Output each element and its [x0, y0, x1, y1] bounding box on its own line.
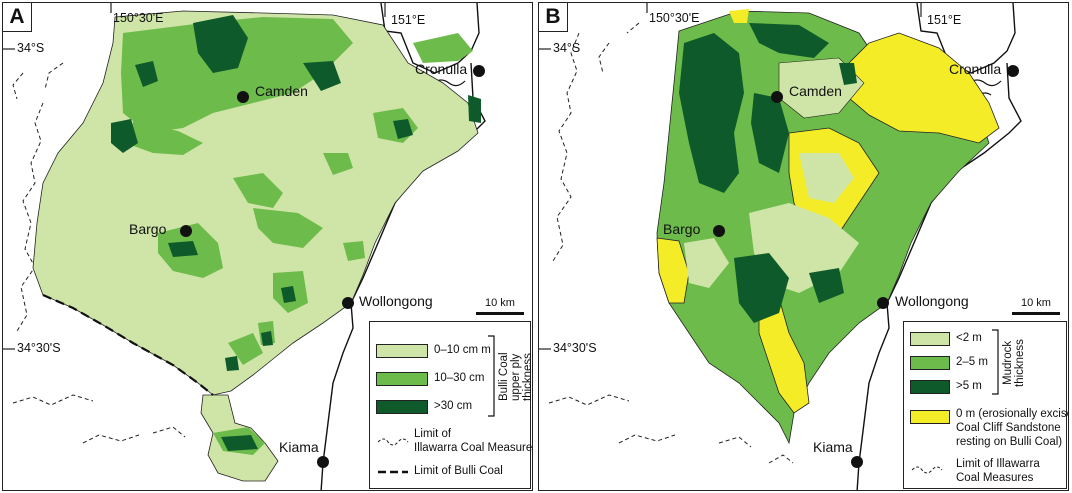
- town-camden-b: Camden: [789, 83, 842, 99]
- panel-letter-b: B: [539, 3, 568, 32]
- scale-bar-a: [476, 312, 524, 315]
- swatch-light-b: [910, 332, 950, 346]
- legend-item-medium-a: 10–30 cm: [434, 372, 485, 384]
- legend-excised-b-2: Coal Cliff Sandstone: [956, 422, 1061, 434]
- legend-group-label-b: Mudrock thickness: [1002, 339, 1026, 387]
- town-dot-bargo-a: [180, 225, 192, 237]
- lon-label-left-b: 150°30'E: [649, 11, 700, 25]
- swatch-medium-b: [910, 356, 950, 370]
- town-dot-cronulla-a: [473, 65, 485, 77]
- town-dot-wollongong-a: [342, 297, 354, 309]
- town-cronulla-a: Cronulla: [415, 61, 468, 77]
- map-panel-b: B 150°30'E 151°E 34°S 34°30'S Camden Cro…: [538, 2, 1069, 491]
- legend-item-light-a: 0–10 cm m: [434, 344, 491, 356]
- scale-bar-b: [1012, 312, 1060, 315]
- town-camden-a: Camden: [255, 83, 308, 99]
- legend-item-dark-a: >30 cm: [434, 400, 473, 412]
- lat-label-bottom-b: 34°30'S: [553, 341, 597, 355]
- lon-label-right-a: 151°E: [391, 13, 426, 27]
- legend-item-medium-b: 2–5 m: [956, 356, 988, 368]
- legend-item-dark-b: >5 m: [956, 380, 982, 392]
- swatch-dark-a: [376, 400, 428, 414]
- town-bargo-b: Bargo: [663, 221, 701, 237]
- swatch-medium-a: [376, 372, 428, 386]
- swatch-dark-b: [910, 380, 950, 394]
- town-dot-camden-a: [237, 91, 249, 103]
- legend-limit-illawarra-b-1: Limit of Illawarra: [956, 458, 1040, 470]
- swatch-light-a: [376, 344, 428, 358]
- legend-a-graphics: [377, 335, 495, 474]
- lon-label-left-a: 150°30'E: [113, 11, 164, 25]
- legend-limit-illawarra-a-1: Limit of: [414, 428, 452, 440]
- legend-excised-b-1: 0 m (erosionally excised:: [956, 408, 1068, 420]
- town-dot-camden-b: [771, 91, 783, 103]
- map-panel-a: A 150°30'E 151°E 34°S 34°30'S Camden Cro…: [2, 2, 533, 491]
- map-b-graphic: [539, 3, 1022, 490]
- town-dot-kiama-b: [851, 456, 863, 468]
- town-dot-bargo-b: [713, 225, 725, 237]
- legend-limit-bulli-a: Limit of Bulli Coal: [414, 465, 503, 477]
- scale-label-b: 10 km: [1021, 297, 1051, 309]
- town-dot-kiama-a: [317, 456, 329, 468]
- town-bargo-a: Bargo: [129, 221, 167, 237]
- lat-label-bottom-a: 34°30'S: [17, 341, 61, 355]
- swatch-yellow-b: [910, 410, 950, 424]
- town-kiama-b: Kiama: [813, 439, 853, 455]
- scale-label-a: 10 km: [485, 297, 515, 309]
- town-dot-cronulla-b: [1007, 65, 1019, 77]
- panel-letter-a: A: [3, 3, 32, 32]
- illawarra-limit-a: [12, 62, 186, 444]
- town-cronulla-b: Cronulla: [949, 61, 1002, 77]
- town-dot-wollongong-b: [877, 297, 889, 309]
- legend-item-light-b: <2 m: [956, 332, 982, 344]
- town-wollongong-a: Wollongong: [359, 293, 433, 309]
- town-wollongong-b: Wollongong: [895, 293, 969, 309]
- legend-b: <2 m 2–5 m >5 m Mudrock thickness 0 m (e…: [903, 321, 1068, 489]
- lon-label-right-b: 151°E: [927, 13, 962, 27]
- map-a-graphic: [3, 3, 486, 490]
- town-kiama-a: Kiama: [279, 439, 319, 455]
- legend-a: 0–10 cm m 10–30 cm >30 cm Bulli Coal upp…: [369, 321, 533, 489]
- legend-limit-illawarra-a-2: Illawarra Coal Measures: [414, 442, 533, 454]
- legend-group-label-a: Bulli Coal upper ply thickness: [498, 352, 533, 402]
- legend-excised-b-3: resting on Bulli Coal): [956, 436, 1063, 448]
- lat-label-top-a: 34°S: [17, 41, 45, 55]
- lat-label-top-b: 34°S: [553, 41, 581, 55]
- coastline-a: [320, 3, 486, 490]
- legend-limit-illawarra-b-2: Coal Measures: [956, 472, 1034, 484]
- legend-b-graphics: [911, 329, 999, 474]
